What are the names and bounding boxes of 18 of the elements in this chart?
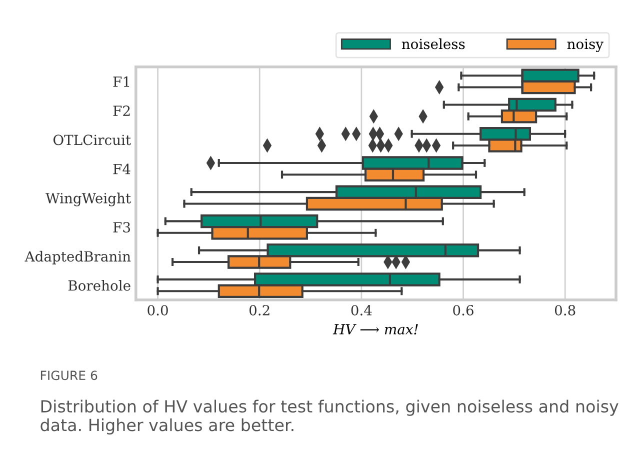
caption: FIGURE 6 <box>40 370 98 380</box>
y-tick-label: F1 <box>113 76 130 87</box>
y-tick-label: F3 <box>113 222 130 233</box>
y-tick-label: WingWeight <box>46 192 131 206</box>
legend-label: noiseless <box>402 38 465 50</box>
x-tick-label: 0.2 <box>249 304 270 316</box>
text: Distribution of HV values for test functions, given noiseless and noisy data. Higher values are better. <box>40 400 618 435</box>
x-tick-label: 0.8 <box>554 304 576 316</box>
y-tick-label: Borehole <box>68 280 130 291</box>
y-tick-label: OTLCircuit <box>53 134 131 146</box>
x-tick-label: 0.0 <box>148 304 168 316</box>
x-tick-label: 0.4 <box>351 304 372 316</box>
legend-label: noisy <box>567 38 604 52</box>
x-axis-title: HV ⟶ max! <box>332 324 418 334</box>
y-tick-label: F2 <box>113 106 130 116</box>
x-tick-label: 0.6 <box>453 304 474 316</box>
y-tick-label: AdaptedBranin <box>24 250 131 264</box>
y-tick-label: F4 <box>113 164 130 174</box>
